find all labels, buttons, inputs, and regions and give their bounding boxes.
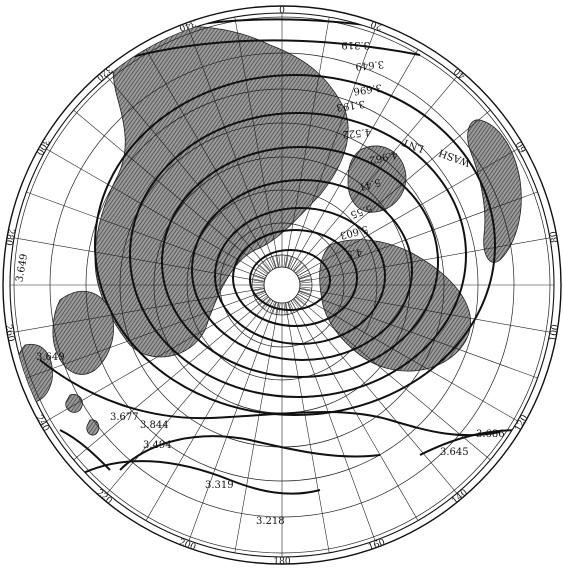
longitude-label: 0 <box>279 3 285 13</box>
isoline-label: 3.319 <box>341 39 370 50</box>
meridian-line <box>234 302 280 553</box>
meridian-line <box>295 296 491 461</box>
isoline-label: 3.645 <box>440 447 469 458</box>
meridian-line <box>145 300 274 521</box>
longitude-label: 260 <box>3 324 16 343</box>
meridian-line <box>26 191 266 280</box>
map-outer-ring <box>2 5 562 565</box>
isoline-label: 3.696 <box>353 81 383 96</box>
longitude-label: 180 <box>273 557 290 567</box>
meridian-line <box>295 109 491 274</box>
meridian-lines <box>10 13 554 557</box>
meridian-line <box>73 109 269 274</box>
meridian-line <box>298 191 538 280</box>
meridian-line <box>284 17 330 268</box>
meridian-line <box>287 301 376 541</box>
isoline-label: 4.522 <box>342 126 371 139</box>
isoline-label: 3.649 <box>14 253 30 283</box>
isoline-label: 3.677 <box>110 412 139 423</box>
meridian-line <box>293 76 458 272</box>
meridian-line <box>234 17 280 268</box>
longitude-label: 20 <box>369 18 383 31</box>
meridian-line <box>290 300 419 521</box>
meridian-line <box>188 301 277 541</box>
isoline-label: 3.319 <box>205 480 234 491</box>
meridian-line <box>14 287 265 333</box>
isoline-label: 3.686 <box>476 429 505 440</box>
meridian-line <box>145 49 274 270</box>
meridian-line <box>14 237 265 283</box>
isoline-label: 4.5 <box>345 246 363 260</box>
isoline-label: 3.193 <box>336 98 366 113</box>
longitude-label: 80 <box>549 230 561 243</box>
meridian-line <box>293 298 458 494</box>
meridian-line <box>46 148 267 277</box>
meridian-line <box>106 76 271 272</box>
meridian-line <box>299 237 550 283</box>
isoline-label: 3.218 <box>256 516 285 527</box>
longitude-label: 100 <box>548 324 561 343</box>
meridian-line <box>188 29 277 269</box>
isoline-label: 3.649 <box>36 352 65 363</box>
isoline-label: 3.494 <box>143 440 172 451</box>
meridian-line <box>298 290 538 379</box>
isoline-label: 3.649 <box>355 58 384 71</box>
isoline-label: 3.844 <box>140 420 169 431</box>
meridian-line <box>297 148 518 277</box>
pole-disc <box>263 266 301 304</box>
meridian-line <box>287 29 376 269</box>
meridian-line <box>26 290 266 379</box>
longitude-label: 280 <box>3 228 16 247</box>
landmass-eurasia <box>94 26 349 358</box>
